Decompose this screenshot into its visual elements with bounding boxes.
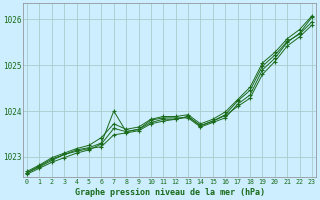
X-axis label: Graphe pression niveau de la mer (hPa): Graphe pression niveau de la mer (hPa) (75, 188, 265, 197)
